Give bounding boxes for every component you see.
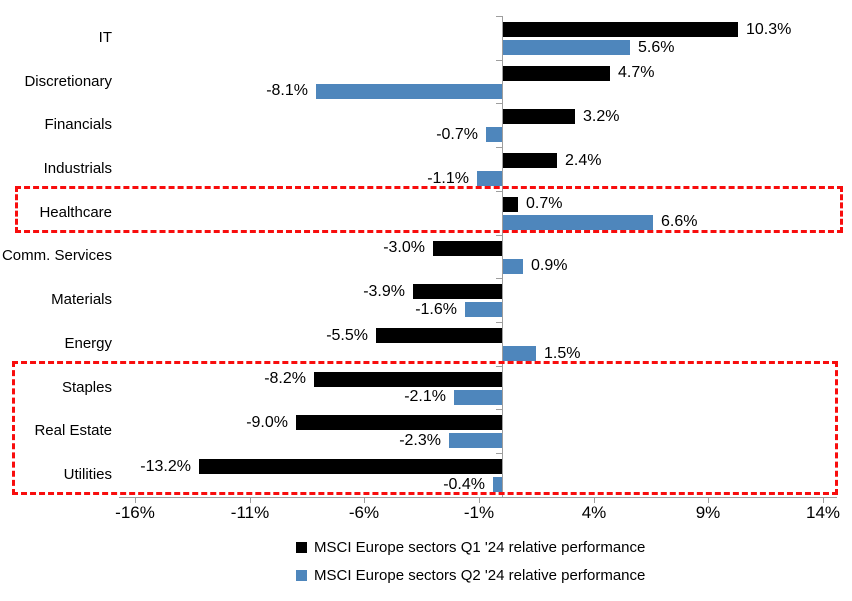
category-label: IT: [98, 29, 112, 46]
value-label: -2.3%: [399, 432, 441, 449]
x-axis-tick: [823, 497, 824, 503]
category-label: Energy: [64, 335, 112, 352]
value-label: -3.9%: [363, 283, 405, 300]
bar-q1: [376, 328, 502, 343]
category-label: Materials: [51, 291, 112, 308]
category-label: Healthcare: [39, 204, 112, 221]
bar-q1: [502, 153, 557, 168]
legend-label-q2: MSCI Europe sectors Q2 '24 relative perf…: [314, 567, 646, 584]
value-label: -0.4%: [443, 476, 485, 493]
value-label: 1.5%: [544, 345, 581, 362]
value-label: 3.2%: [583, 108, 620, 125]
category-label: Real Estate: [34, 422, 112, 439]
value-label: 10.3%: [746, 21, 792, 38]
x-axis-tick: [364, 497, 365, 503]
y-axis-tick: [496, 322, 502, 323]
bar-q2: [502, 40, 630, 55]
bar-q2: [465, 302, 502, 317]
bar-q1: [433, 241, 502, 256]
bar-q1: [502, 109, 575, 124]
bar-q2: [502, 215, 653, 230]
category-label: Utilities: [63, 466, 112, 483]
value-label: 6.6%: [661, 213, 698, 230]
x-axis-tick-label: -16%: [115, 503, 155, 522]
legend-swatch-q2-icon: [296, 570, 307, 581]
category-label: Comm. Services: [1, 247, 112, 264]
highlight-box: [15, 186, 843, 233]
bar-q1: [314, 372, 502, 387]
y-axis-tick: [496, 235, 502, 236]
value-label: -9.0%: [246, 414, 288, 431]
value-label: 0.7%: [526, 195, 563, 212]
x-axis-tick: [594, 497, 595, 503]
value-label: -3.0%: [383, 239, 425, 256]
value-label: -8.1%: [266, 82, 308, 99]
bar-q1: [502, 22, 738, 37]
bar-q2: [493, 477, 502, 492]
y-axis-tick: [496, 278, 502, 279]
y-axis-tick: [496, 147, 502, 148]
bar-q2: [502, 259, 523, 274]
x-axis-tick-label: -11%: [230, 503, 270, 522]
bar-q1: [199, 459, 502, 474]
bar-q2: [316, 84, 502, 99]
y-axis-line: [502, 16, 503, 497]
category-label: Staples: [61, 379, 112, 396]
y-axis-tick: [496, 409, 502, 410]
y-axis-tick: [496, 16, 502, 17]
value-label: -8.2%: [264, 370, 306, 387]
y-axis-tick: [496, 366, 502, 367]
bar-q2: [449, 433, 502, 448]
x-axis-line: [119, 497, 837, 498]
x-axis-tick: [708, 497, 709, 503]
value-label: 0.9%: [531, 257, 568, 274]
x-axis-tick-label: -1%: [463, 503, 495, 522]
x-axis-tick-label: 4%: [581, 503, 607, 522]
x-axis-tick-label: 14%: [805, 503, 841, 522]
value-label: 5.6%: [638, 39, 675, 56]
category-label: Discretionary: [24, 73, 112, 90]
category-label: Industrials: [43, 160, 112, 177]
x-axis-tick: [250, 497, 251, 503]
bar-q2: [486, 127, 502, 142]
y-axis-tick: [496, 103, 502, 104]
bar-q2: [454, 390, 502, 405]
bar-q1: [502, 66, 610, 81]
value-label: -5.5%: [326, 327, 368, 344]
value-label: 4.7%: [618, 64, 655, 81]
bar-q2: [502, 346, 536, 361]
y-axis-tick: [496, 191, 502, 192]
x-axis-tick-label: 9%: [695, 503, 721, 522]
legend-item-q2: MSCI Europe sectors Q2 '24 relative perf…: [296, 566, 645, 586]
bar-q1: [296, 415, 502, 430]
y-axis-tick: [496, 60, 502, 61]
value-label: -0.7%: [436, 126, 478, 143]
bar-q1: [413, 284, 502, 299]
category-label: Financials: [44, 116, 112, 133]
value-label: 2.4%: [565, 152, 602, 169]
x-axis-tick: [479, 497, 480, 503]
highlight-box: [12, 361, 838, 495]
bar-q2: [477, 171, 502, 186]
value-label: -1.6%: [415, 301, 457, 318]
legend-label-q1: MSCI Europe sectors Q1 '24 relative perf…: [314, 539, 646, 556]
y-axis-tick: [496, 453, 502, 454]
x-axis-tick: [135, 497, 136, 503]
x-axis-tick-label: -6%: [348, 503, 380, 522]
value-label: -2.1%: [404, 388, 446, 405]
legend-swatch-q1-icon: [296, 542, 307, 553]
bar-q1: [502, 197, 518, 212]
value-label: -1.1%: [427, 170, 469, 187]
legend-item-q1: MSCI Europe sectors Q1 '24 relative perf…: [296, 538, 645, 558]
value-label: -13.2%: [140, 458, 191, 475]
